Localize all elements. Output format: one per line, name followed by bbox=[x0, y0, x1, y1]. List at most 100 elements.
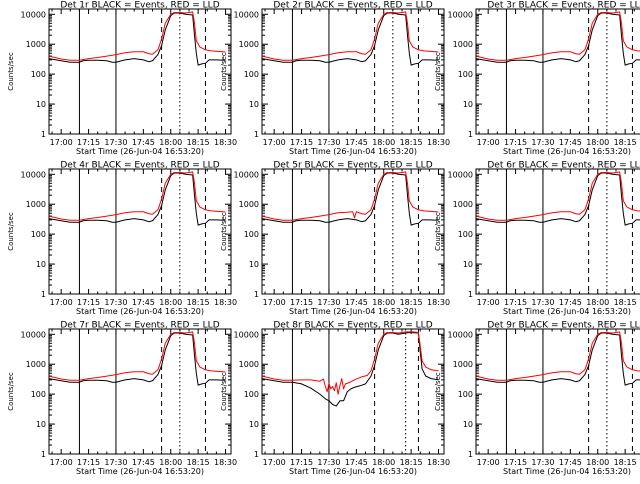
detector-panel: Det 9r BLACK = Events, RED = LLD 1 10 100 10… bbox=[434, 321, 640, 476]
y-axis-label: Counts/sec bbox=[7, 52, 15, 91]
y-tick-label: 100 bbox=[31, 230, 46, 239]
y-tick-label: 10 bbox=[36, 260, 46, 269]
panel-title: Det 8r BLACK = Events, RED = LLD bbox=[273, 321, 432, 331]
series-lld-line bbox=[476, 171, 640, 221]
y-tick-label: 1 bbox=[41, 130, 46, 139]
x-tick-label: 17:45 bbox=[559, 458, 582, 467]
y-tick-label: 1000 bbox=[239, 200, 259, 209]
x-axis-label: Start Time (26-Jun-04 16:53:20) bbox=[289, 307, 417, 316]
series-events-line bbox=[262, 331, 439, 407]
y-tick-label: 100 bbox=[458, 230, 473, 239]
x-tick-label: 17:45 bbox=[132, 298, 155, 307]
y-tick-label: 1000 bbox=[239, 40, 259, 49]
y-axis-label: Counts/sec bbox=[7, 212, 15, 251]
series-events-line bbox=[49, 172, 226, 226]
y-tick-label: 10000 bbox=[21, 170, 46, 179]
y-tick-label: 10000 bbox=[448, 10, 473, 19]
y-tick-label: 100 bbox=[244, 390, 259, 399]
y-tick-label: 10000 bbox=[234, 10, 259, 19]
x-tick-label: 17:30 bbox=[317, 138, 340, 147]
y-axis-label: Counts/sec bbox=[7, 372, 15, 411]
y-axis-label: Counts/sec bbox=[220, 52, 228, 91]
x-tick-label: 17:00 bbox=[477, 138, 500, 147]
y-tick-label: 10000 bbox=[234, 330, 259, 339]
y-tick-label: 10 bbox=[463, 420, 473, 429]
x-tick-label: 17:15 bbox=[290, 458, 313, 467]
y-tick-label: 1000 bbox=[26, 40, 46, 49]
x-axis-label: Start Time (26-Jun-04 16:53:20) bbox=[503, 307, 631, 316]
y-tick-label: 100 bbox=[244, 70, 259, 79]
y-tick-label: 10000 bbox=[234, 170, 259, 179]
x-tick-label: 17:00 bbox=[50, 458, 73, 467]
y-tick-label: 10000 bbox=[21, 10, 46, 19]
detector-panel: Det 4r BLACK = Events, RED = LLD 1 10 100 10… bbox=[7, 161, 237, 317]
y-tick-label: 10 bbox=[36, 420, 46, 429]
series-lld-line bbox=[476, 331, 640, 381]
series-lld-line bbox=[476, 11, 640, 61]
x-tick-label: 18:15 bbox=[187, 138, 210, 147]
y-tick-label: 10000 bbox=[21, 330, 46, 339]
y-axis-label: Counts/sec bbox=[220, 372, 228, 411]
y-tick-label: 1000 bbox=[26, 360, 46, 369]
panel-title: Det 2r BLACK = Events, RED = LLD bbox=[273, 1, 432, 11]
x-tick-label: 18:30 bbox=[214, 298, 237, 307]
panel-title: Det 4r BLACK = Events, RED = LLD bbox=[60, 161, 219, 171]
x-tick-label: 17:45 bbox=[132, 458, 155, 467]
panel-title: Det 5r BLACK = Events, RED = LLD bbox=[273, 161, 432, 171]
x-tick-label: 17:15 bbox=[77, 458, 100, 467]
y-tick-label: 1 bbox=[254, 290, 259, 299]
y-tick-label: 1 bbox=[468, 450, 473, 459]
x-axis-label: Start Time (26-Jun-04 16:53:20) bbox=[76, 307, 204, 316]
y-tick-label: 100 bbox=[458, 390, 473, 399]
series-events-line bbox=[476, 172, 640, 226]
x-tick-label: 17:30 bbox=[104, 458, 127, 467]
detector-panel: Det 7r BLACK = Events, RED = LLD 1 10 100 10… bbox=[7, 321, 237, 477]
x-tick-label: 17:15 bbox=[290, 298, 313, 307]
x-tick-label: 17:30 bbox=[531, 458, 554, 467]
x-tick-label: 17:15 bbox=[290, 138, 313, 147]
x-tick-label: 17:45 bbox=[345, 458, 368, 467]
plot-frame bbox=[261, 328, 445, 455]
y-axis-label: Counts/sec bbox=[434, 52, 442, 91]
series-events-line bbox=[262, 12, 439, 66]
x-tick-label: 18:15 bbox=[614, 298, 637, 307]
series-events-line bbox=[49, 12, 226, 66]
series-lld-line bbox=[262, 171, 439, 221]
x-tick-label: 18:15 bbox=[400, 298, 423, 307]
detector-panel: Det 5r BLACK = Events, RED = LLD 1 10 100 10… bbox=[220, 161, 450, 317]
x-tick-label: 18:15 bbox=[400, 458, 423, 467]
x-tick-label: 18:30 bbox=[214, 458, 237, 467]
x-tick-label: 17:45 bbox=[345, 298, 368, 307]
x-tick-label: 18:30 bbox=[427, 298, 450, 307]
detector-panel: Det 3r BLACK = Events, RED = LLD 1 10 100 10… bbox=[434, 1, 640, 156]
plot-frame bbox=[48, 8, 232, 135]
x-tick-label: 18:30 bbox=[427, 458, 450, 467]
x-axis-label: Start Time (26-Jun-04 16:53:20) bbox=[289, 467, 417, 476]
y-tick-label: 1000 bbox=[26, 200, 46, 209]
panel-title: Det 9r BLACK = Events, RED = LLD bbox=[487, 321, 640, 331]
x-axis-label: Start Time (26-Jun-04 16:53:20) bbox=[503, 467, 631, 476]
x-tick-label: 17:45 bbox=[132, 138, 155, 147]
x-tick-label: 17:00 bbox=[477, 458, 500, 467]
x-tick-label: 17:00 bbox=[263, 458, 286, 467]
plot-frame bbox=[261, 8, 445, 135]
y-axis-label: Counts/sec bbox=[434, 372, 442, 411]
x-tick-label: 18:15 bbox=[400, 138, 423, 147]
y-tick-label: 10 bbox=[36, 100, 46, 109]
plot-frame bbox=[48, 328, 232, 455]
y-tick-label: 10 bbox=[249, 260, 259, 269]
y-tick-label: 100 bbox=[244, 230, 259, 239]
x-tick-label: 17:15 bbox=[77, 298, 100, 307]
x-axis-label: Start Time (26-Jun-04 16:53:20) bbox=[76, 147, 204, 156]
y-tick-label: 1 bbox=[468, 290, 473, 299]
x-tick-label: 17:00 bbox=[50, 298, 73, 307]
detector-panel: Det 1r BLACK = Events, RED = LLD 1 10 100 10… bbox=[7, 1, 237, 157]
plot-frame bbox=[261, 168, 445, 295]
x-tick-label: 18:15 bbox=[614, 138, 637, 147]
y-tick-label: 10 bbox=[463, 260, 473, 269]
x-tick-label: 18:00 bbox=[372, 298, 395, 307]
y-tick-label: 10 bbox=[249, 100, 259, 109]
series-lld-line bbox=[49, 11, 226, 61]
